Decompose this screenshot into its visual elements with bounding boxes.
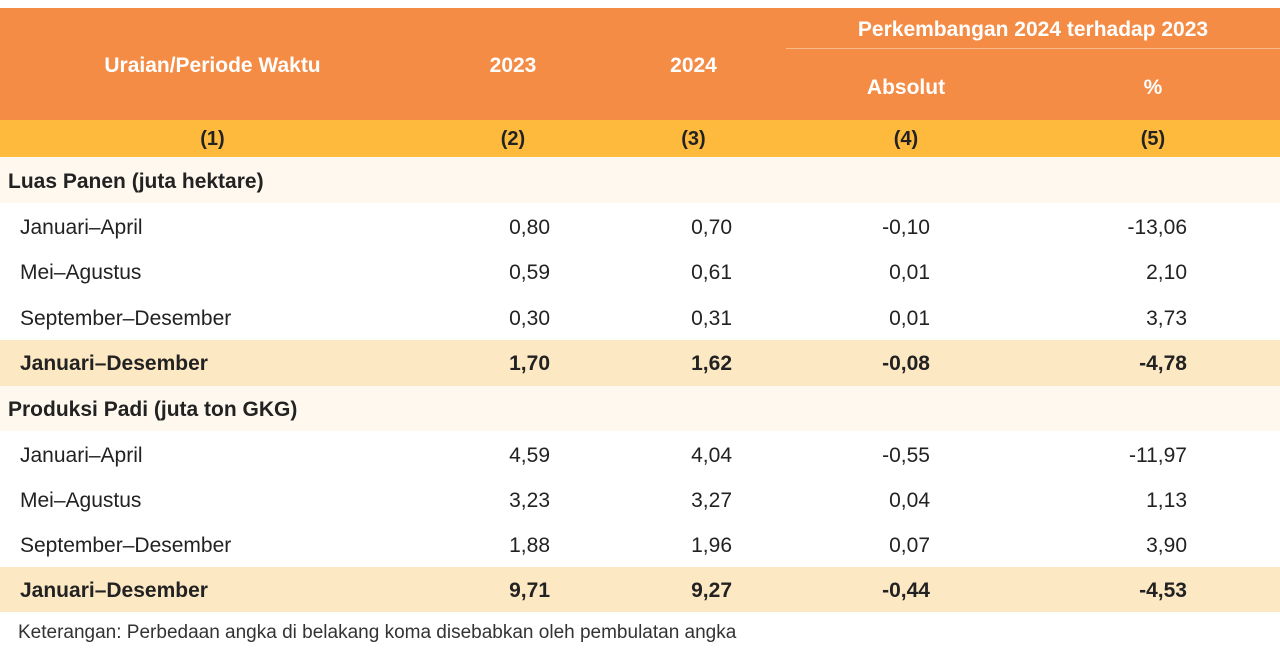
value-percent: 3,90 [1146, 534, 1187, 557]
value-2024: 3,27 [691, 489, 732, 512]
header-divider [786, 48, 1280, 49]
row-label: Januari–April [20, 444, 143, 467]
row-label: September–Desember [20, 534, 232, 557]
total-2023: 1,70 [509, 352, 550, 375]
column-number-row: (1) (2) (3) (4) (5) [0, 120, 1280, 157]
header-percent: % [1143, 76, 1163, 99]
value-absolut: -0,10 [882, 216, 930, 239]
value-absolut: 0,07 [889, 534, 930, 557]
table-row: Januari–April 0,80 0,70 -0,10 -13,06 [0, 203, 1280, 249]
header-2023: 2023 [489, 54, 537, 77]
value-2024: 0,61 [691, 261, 732, 284]
value-2024: 0,70 [691, 216, 732, 239]
total-row: Januari–Desember 9,71 9,27 -0,44 -4,53 [0, 567, 1280, 612]
table-row: Januari–April 4,59 4,04 -0,55 -11,97 [0, 431, 1280, 477]
total-row: Januari–Desember 1,70 1,62 -0,08 -4,78 [0, 340, 1280, 386]
value-2023: 1,88 [509, 534, 550, 557]
column-number-3: (3) [681, 128, 706, 150]
value-percent: -13,06 [1127, 216, 1187, 239]
row-label: Mei–Agustus [20, 261, 142, 284]
value-absolut: 0,04 [889, 489, 930, 512]
value-2023: 0,30 [509, 307, 550, 330]
section-title-row: Produksi Padi (juta ton GKG) [0, 386, 1280, 431]
table-row: September–Desember 1,88 1,96 0,07 3,90 [0, 522, 1280, 567]
value-absolut: 0,01 [889, 307, 930, 330]
value-2024: 4,04 [691, 444, 732, 467]
value-2023: 4,59 [509, 444, 550, 467]
header-2024: 2024 [670, 54, 717, 77]
total-2023: 9,71 [509, 579, 550, 602]
total-label: Januari–Desember [20, 352, 208, 375]
header-perkembangan: Perkembangan 2024 terhadap 2023 [857, 18, 1209, 41]
header-uraian: Uraian/Periode Waktu [104, 54, 321, 77]
total-2024: 9,27 [691, 579, 732, 602]
column-number-5: (5) [1140, 128, 1166, 150]
total-percent: -4,78 [1139, 352, 1187, 375]
total-absolut: -0,44 [882, 579, 930, 602]
value-percent: 3,73 [1146, 307, 1187, 330]
table-row: Mei–Agustus 0,59 0,61 0,01 2,10 [0, 249, 1280, 295]
row-label: September–Desember [20, 307, 232, 330]
value-2023: 0,80 [509, 216, 550, 239]
value-2024: 1,96 [691, 534, 732, 557]
row-label: Januari–April [20, 216, 143, 239]
footnote: Keterangan: Perbedaan angka di belakang … [18, 622, 737, 643]
value-percent: -11,97 [1129, 444, 1187, 467]
table-header: Uraian/Periode Waktu 2023 2024 Perkemban… [0, 8, 1280, 120]
section-title: Produksi Padi (juta ton GKG) [8, 398, 298, 421]
total-label: Januari–Desember [20, 579, 208, 602]
row-label: Mei–Agustus [20, 489, 142, 512]
value-2024: 0,31 [691, 307, 732, 330]
column-number-2: (2) [500, 128, 526, 150]
value-2023: 0,59 [509, 261, 550, 284]
table-row: Mei–Agustus 3,23 3,27 0,04 1,13 [0, 477, 1280, 522]
section-title-row: Luas Panen (juta hektare) [0, 157, 1280, 203]
total-absolut: -0,08 [882, 352, 930, 375]
header-absolut: Absolut [866, 76, 946, 99]
column-number-4: (4) [893, 128, 919, 150]
value-2023: 3,23 [509, 489, 550, 512]
value-percent: 1,13 [1146, 489, 1187, 512]
table-row: September–Desember 0,30 0,31 0,01 3,73 [0, 295, 1280, 340]
column-number-1: (1) [200, 128, 225, 150]
total-percent: -4,53 [1139, 579, 1187, 602]
total-2024: 1,62 [691, 352, 732, 375]
value-absolut: -0,55 [882, 444, 930, 467]
value-absolut: 0,01 [889, 261, 930, 284]
section-title: Luas Panen (juta hektare) [8, 170, 264, 193]
value-percent: 2,10 [1146, 261, 1187, 284]
